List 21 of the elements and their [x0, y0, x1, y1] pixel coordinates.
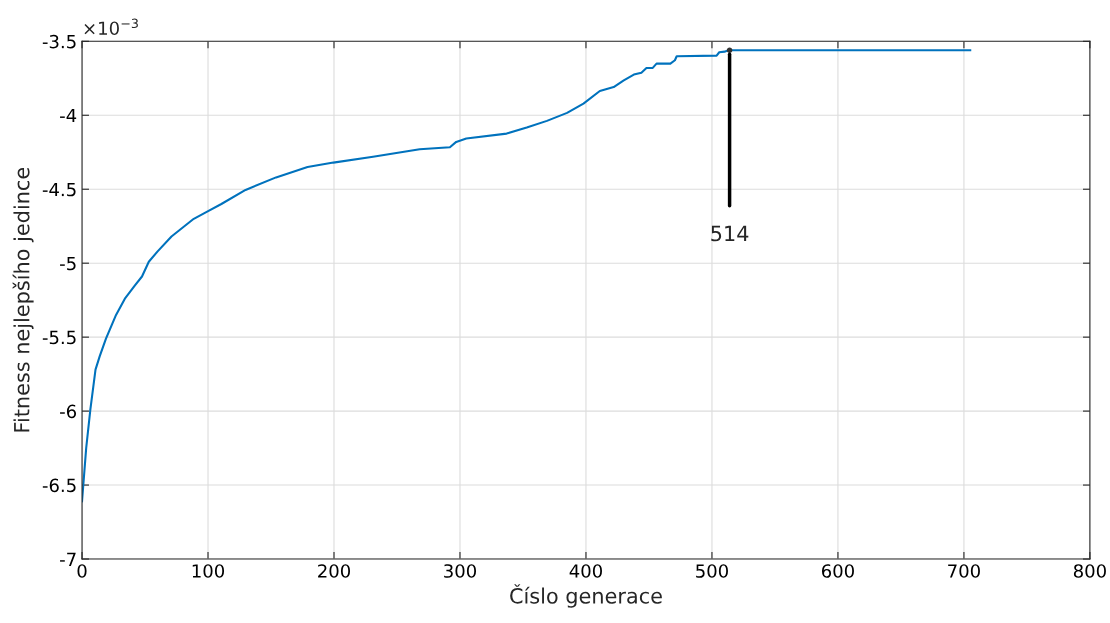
- y-tick-label: -3.5: [42, 34, 76, 49]
- x-tick-label: 700: [948, 564, 980, 578]
- y-tick-label: -4.5: [42, 182, 76, 197]
- x-tick-label: 100: [192, 564, 225, 578]
- y-tick-label: -5.5: [42, 330, 76, 345]
- y-tick-label: -5: [60, 256, 76, 271]
- x-tick-label: 600: [821, 564, 854, 578]
- y-tick-label: -6.5: [42, 478, 76, 493]
- y-tick-label: -6: [60, 404, 77, 419]
- x-tick-label: 0: [77, 564, 87, 578]
- y-tick-label: -4: [60, 108, 77, 123]
- x-axis-title: Číslo generace: [510, 584, 662, 608]
- y-tick-label: -7: [60, 552, 76, 566]
- x-tick-label: 200: [318, 564, 351, 578]
- annotation: 514: [711, 225, 749, 242]
- y-axis-title: Fitness nejlepšího jedince: [12, 167, 34, 432]
- text: ×10$^{−3}$: [84, 18, 138, 36]
- x-tick-label: 400: [569, 564, 602, 578]
- x-tick-label: 500: [696, 564, 728, 578]
- x-tick-label: 300: [444, 564, 477, 578]
- x-tick-label: 800: [1073, 564, 1106, 578]
